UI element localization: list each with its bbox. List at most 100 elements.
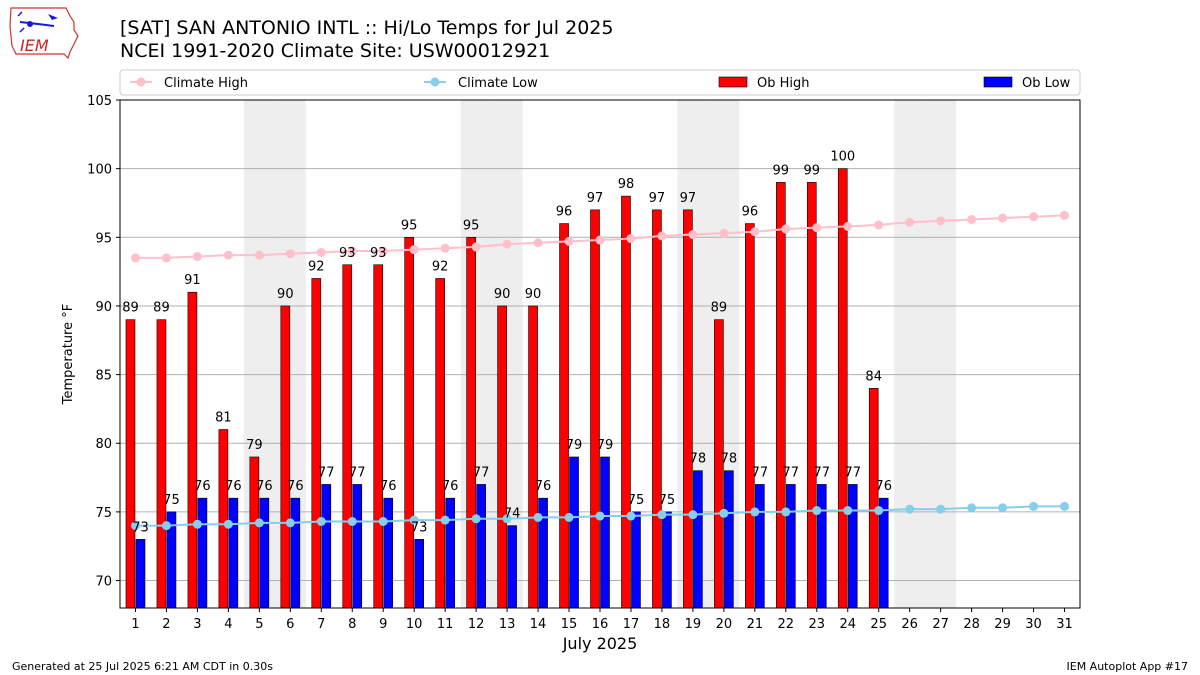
climate-low-point	[657, 510, 667, 520]
climate-low-point	[130, 521, 140, 531]
ob-low-label: 75	[659, 493, 676, 508]
ob-low-bar	[847, 484, 858, 609]
ob-high-bar	[404, 236, 414, 609]
ob-low-label: 73	[411, 520, 428, 535]
climate-low-point	[409, 515, 419, 525]
climate-low-point	[502, 514, 512, 524]
ob-low-label: 79	[597, 438, 614, 453]
legend-ob-high-label: Ob High	[757, 76, 810, 91]
x-tick-label: 17	[623, 617, 640, 632]
ob-high-label: 93	[370, 246, 387, 261]
x-tick-label: 28	[963, 617, 980, 632]
ob-low-bar	[259, 497, 270, 609]
climate-high-point	[161, 253, 171, 263]
climate-low-point	[1029, 501, 1039, 511]
ob-high-bar	[311, 278, 322, 609]
x-tick-label: 21	[747, 617, 764, 632]
climate-low-point	[223, 519, 233, 529]
y-tick-label: 95	[95, 231, 112, 246]
ob-low-label: 76	[535, 479, 552, 494]
ob-low-label: 77	[814, 465, 831, 480]
y-tick-label: 75	[95, 506, 112, 521]
generated-footer: Generated at 25 Jul 2025 6:21 AM CDT in …	[12, 660, 273, 673]
ob-low-bar	[476, 484, 486, 609]
x-tick-label: 1	[131, 617, 139, 632]
ob-high-label: 99	[804, 163, 821, 178]
climate-low-point	[595, 511, 605, 521]
ob-high-label: 97	[587, 191, 604, 206]
ob-low-label: 76	[225, 479, 242, 494]
climate-high-point	[223, 250, 233, 260]
ob-high-bar	[373, 264, 384, 609]
ob-low-label: 77	[349, 465, 366, 480]
ob-high-label: 89	[122, 301, 139, 316]
climate-low-point	[688, 510, 698, 520]
climate-high-point	[502, 239, 512, 249]
ob-high-label: 90	[525, 287, 542, 302]
x-tick-label: 9	[379, 617, 387, 632]
climate-high-point	[843, 221, 853, 231]
y-tick-label: 85	[95, 369, 112, 384]
climate-high-point	[254, 250, 264, 260]
ob-high-bar	[652, 209, 662, 609]
ob-high-label: 84	[865, 369, 882, 384]
x-tick-label: 25	[870, 617, 887, 632]
x-tick-label: 3	[193, 617, 201, 632]
ob-high-label: 79	[246, 438, 263, 453]
ob-high-bar	[156, 319, 167, 609]
x-tick-label: 6	[286, 617, 294, 632]
y-axis-label: Temperature °F	[61, 304, 76, 405]
y-tick-label: 90	[95, 300, 112, 315]
ob-low-bar	[693, 470, 703, 609]
ob-high-label: 92	[432, 259, 449, 274]
climate-high-point	[936, 216, 946, 226]
climate-low-point	[161, 521, 171, 531]
ob-high-bar	[806, 182, 817, 609]
ob-high-bar	[497, 305, 507, 609]
x-tick-label: 4	[224, 617, 232, 632]
logo-text: IEM	[20, 36, 49, 55]
x-tick-label: 30	[1025, 617, 1042, 632]
climate-high-point	[719, 228, 729, 238]
legend-climate-high-label: Climate High	[164, 76, 248, 91]
x-tick-label: 22	[778, 617, 795, 632]
weekend-band	[894, 100, 926, 608]
climate-low-point	[378, 517, 388, 527]
weekend-band	[274, 100, 306, 608]
y-tick-label: 100	[87, 163, 112, 178]
climate-low-point	[192, 519, 202, 529]
climate-high-point	[657, 231, 667, 241]
ob-low-label: 77	[318, 465, 335, 480]
ob-high-label: 96	[556, 205, 573, 220]
climate-high-point	[688, 230, 698, 240]
ob-high-label: 91	[184, 273, 201, 288]
weekend-band	[925, 100, 957, 608]
ob-high-bar	[342, 264, 353, 609]
app-footer: IEM Autoplot App #17	[1066, 660, 1189, 673]
climate-high-point	[905, 217, 915, 227]
x-tick-label: 12	[468, 617, 485, 632]
ob-low-bar	[445, 497, 455, 609]
ob-high-bar	[187, 291, 198, 609]
iem-logo: IEM	[9, 7, 79, 60]
ob-high-bar	[745, 223, 755, 609]
y-tick-label: 70	[95, 575, 112, 590]
climate-high-point	[626, 234, 636, 244]
ob-high-bar	[868, 388, 879, 609]
chart-title: [SAT] SAN ANTONIO INTL :: Hi/Lo Temps fo…	[120, 17, 614, 39]
ob-high-label: 90	[494, 287, 511, 302]
x-tick-label: 31	[1056, 617, 1073, 632]
ob-low-label: 76	[380, 479, 397, 494]
ob-low-label: 76	[875, 479, 892, 494]
climate-low-point	[254, 518, 264, 528]
x-tick-label: 8	[348, 617, 356, 632]
climate-low-point	[626, 511, 636, 521]
climate-low-point	[998, 503, 1008, 513]
ob-high-bar	[837, 168, 848, 609]
ob-high-label: 89	[711, 301, 728, 316]
ob-high-bar	[528, 305, 538, 609]
ob-high-label: 81	[215, 411, 232, 426]
legend-ob-low-label: Ob Low	[1022, 76, 1071, 91]
weekend-band	[491, 100, 523, 608]
